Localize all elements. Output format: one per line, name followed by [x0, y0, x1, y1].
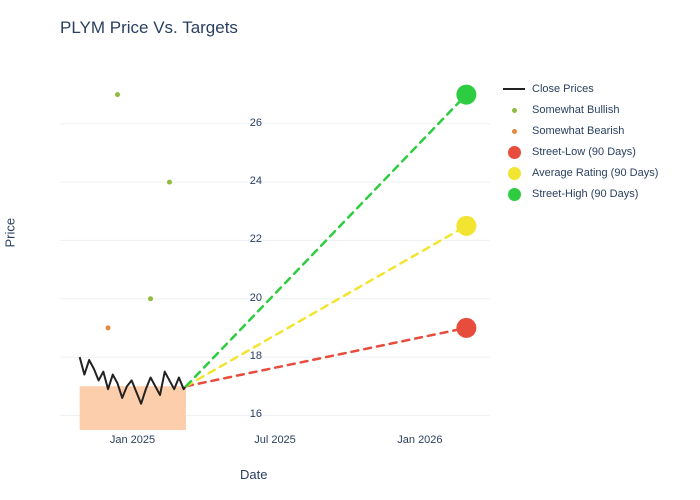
y-axis-label: Price: [3, 218, 18, 248]
legend-marker: [500, 83, 528, 95]
legend-label: Street-High (90 Days): [532, 188, 638, 200]
chart-title: PLYM Price Vs. Targets: [60, 18, 238, 38]
y-tick-label: 24: [232, 176, 262, 187]
x-tick-label: Jul 2025: [254, 434, 296, 446]
legend-item[interactable]: Somewhat Bullish: [500, 101, 658, 119]
x-axis-label: Date: [240, 467, 267, 482]
legend-item[interactable]: Somewhat Bearish: [500, 122, 658, 140]
legend-marker: [500, 188, 528, 200]
legend-marker: [500, 146, 528, 158]
legend-label: Somewhat Bearish: [532, 125, 624, 137]
legend-label: Close Prices: [532, 83, 594, 95]
legend-item[interactable]: Street-Low (90 Days): [500, 143, 658, 161]
y-tick-label: 26: [232, 118, 262, 129]
chart-svg: [60, 80, 490, 430]
legend-item[interactable]: Average Rating (90 Days): [500, 164, 658, 182]
legend: Close Prices Somewhat Bullish Somewhat Bea…: [500, 80, 658, 206]
y-tick-label: 20: [232, 293, 262, 304]
legend-label: Somewhat Bullish: [532, 104, 619, 116]
legend-item[interactable]: Street-High (90 Days): [500, 185, 658, 203]
y-tick-label: 16: [232, 409, 262, 420]
legend-label: Average Rating (90 Days): [532, 167, 658, 179]
legend-marker: [500, 125, 528, 137]
legend-marker: [500, 167, 528, 179]
chart-container: PLYM Price Vs. Targets Price Date 16 18 20…: [0, 0, 700, 500]
y-tick-label: 18: [232, 351, 262, 362]
x-tick-label: Jan 2025: [110, 434, 155, 446]
legend-label: Street-Low (90 Days): [532, 146, 636, 158]
legend-item[interactable]: Close Prices: [500, 80, 658, 98]
legend-marker: [500, 104, 528, 116]
x-tick-label: Jan 2026: [397, 434, 442, 446]
y-tick-label: 22: [232, 234, 262, 245]
